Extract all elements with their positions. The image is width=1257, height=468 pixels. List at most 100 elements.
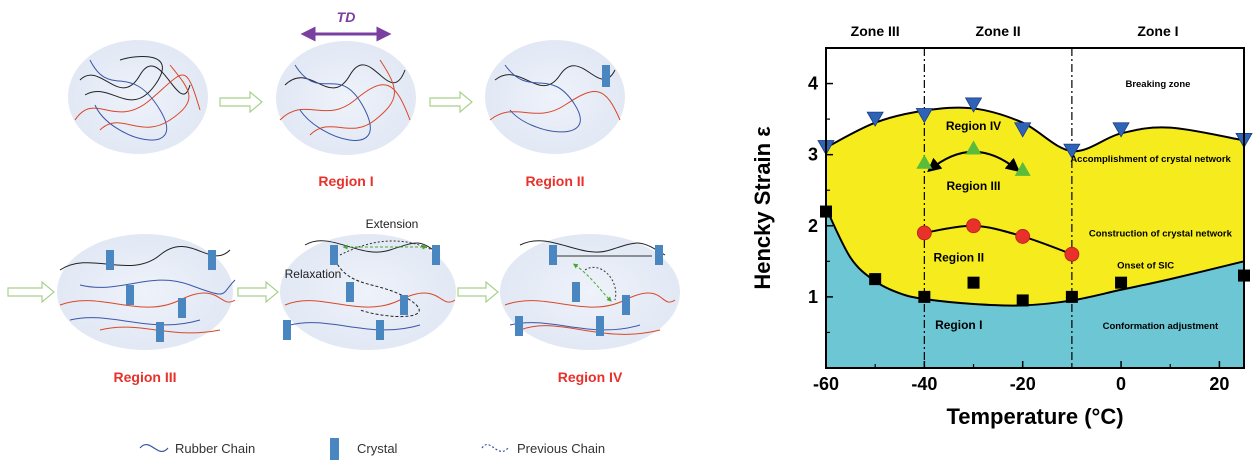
zone-labels: Zone III Zone II Zone I (851, 23, 1179, 39)
label-extension: Extension (366, 217, 419, 231)
marker-triangle-up (916, 154, 933, 169)
schematic-panel: TD Region I (7, 9, 680, 460)
annotation-label: Construction of crystal network (1089, 228, 1233, 239)
x-tick-label: -20 (1010, 374, 1036, 394)
crystal-icon (126, 285, 134, 305)
crystal-block-icon (330, 438, 339, 460)
y-tick-label: 2 (808, 216, 818, 236)
region-label: Region I (935, 318, 982, 332)
region-label: Region III (947, 179, 1001, 193)
marker-circle (916, 225, 932, 241)
arrow-1 (219, 90, 263, 114)
marker-square (1115, 276, 1128, 289)
td-direction-arrow: TD (300, 9, 392, 42)
x-tick-label: -60 (813, 374, 839, 394)
marker-triangle-up (1014, 161, 1031, 176)
marker-triangle-down (915, 108, 934, 124)
marker-circle (1064, 246, 1080, 262)
plot-frame (825, 47, 1245, 369)
annotation-label: Accomplishment of crystal network (1070, 154, 1231, 165)
bubble-relaxation (280, 234, 456, 350)
x-tick-label: 0 (1116, 374, 1126, 394)
chart-annotations: Breaking zone Accomplishment of crystal n… (1070, 79, 1232, 332)
crystal-icon (549, 245, 557, 265)
dashed-wavy-line-icon (481, 444, 509, 452)
marker-square (918, 290, 931, 303)
marker-triangle-down (1014, 122, 1032, 138)
marker-square (869, 273, 882, 286)
arrow-2 (429, 90, 473, 114)
crystal-icon (178, 298, 186, 318)
x-tick-label: 20 (1209, 374, 1229, 394)
region-label: Region IV (946, 119, 1001, 133)
marker-triangle-up (965, 140, 982, 155)
phase-diagram-chart: Zone III Zone II Zone I Region IV Region II… (750, 23, 1253, 429)
crystal-icon (432, 245, 440, 265)
crystal-icon (596, 316, 604, 336)
crystal-icon (156, 322, 164, 342)
marker-triangle-down (866, 111, 884, 127)
legend-label-previous-chain: Previous Chain (517, 441, 605, 456)
marker-triangle-down (964, 97, 983, 113)
legend-item-crystal: Crystal (330, 438, 398, 460)
legend-item-previous-chain: Previous Chain (481, 441, 605, 456)
legend-item-rubber-chain: Rubber Chain (139, 441, 255, 456)
arc-region-2 (924, 224, 1073, 256)
bubble-region-1 (276, 41, 416, 155)
legend-label-rubber-chain: Rubber Chain (175, 441, 255, 456)
crystal-icon (622, 295, 630, 315)
crystal-icon (602, 65, 610, 87)
crystal-icon (208, 250, 216, 270)
arrow-4 (237, 280, 279, 304)
marker-square (1065, 290, 1078, 303)
zone-label: Zone II (976, 23, 1021, 39)
annotation-label: Breaking zone (1125, 79, 1190, 90)
arrow-3 (7, 280, 55, 304)
annotation-label: Onset of SIC (1117, 260, 1174, 271)
label-region-2: Region II (525, 173, 584, 189)
crystal-icon (655, 245, 663, 265)
label-relaxation: Relaxation (285, 267, 342, 281)
legend-label-crystal: Crystal (357, 441, 398, 456)
crystal-icon (106, 250, 114, 270)
crystal-icon (400, 295, 408, 315)
x-tick-label: -40 (911, 374, 937, 394)
bubble-region-2 (485, 40, 625, 154)
label-region-3: Region III (114, 369, 177, 385)
y-tick-label: 3 (808, 145, 818, 165)
bubble-region-4 (500, 234, 680, 350)
crystal-icon (376, 320, 384, 340)
data-markers (817, 97, 1253, 307)
region-label: Region II (933, 250, 984, 264)
label-region-1: Region I (318, 173, 373, 189)
crystal-icon (515, 316, 523, 336)
y-tick-label: 4 (808, 74, 818, 94)
td-label: TD (337, 9, 356, 25)
zone-label: Zone III (851, 23, 900, 39)
region-cyan-area (826, 208, 1244, 368)
annotation-label: Conformation adjustment (1103, 321, 1219, 332)
arrow-5 (457, 280, 499, 304)
marker-circle (1015, 229, 1031, 244)
crystal-icon (346, 282, 354, 302)
y-tick-label: 1 (808, 287, 818, 307)
y-axis-label: Hencky Strain ε (750, 126, 775, 290)
wavy-line-icon (139, 444, 169, 452)
marker-triangle-down (1063, 143, 1081, 159)
zone-label: Zone I (1137, 23, 1178, 39)
marker-square (1016, 294, 1029, 307)
region-labels: Region IV Region III Region II Region I (933, 119, 1001, 332)
marker-circle (966, 218, 981, 234)
crystal-icon (283, 320, 291, 340)
crystal-icon (330, 245, 338, 265)
crystal-icon (572, 282, 580, 302)
lower-boundary-curve (825, 207, 1245, 307)
marker-triangle-down (1112, 122, 1130, 138)
label-region-4: Region IV (558, 369, 623, 385)
legend: Rubber Chain Crystal Previous Chain (139, 438, 605, 460)
bubble-initial (68, 40, 208, 154)
marker-square (967, 276, 980, 289)
zone-boundaries (923, 48, 1073, 368)
x-axis-label: Temperature (°C) (946, 404, 1123, 429)
